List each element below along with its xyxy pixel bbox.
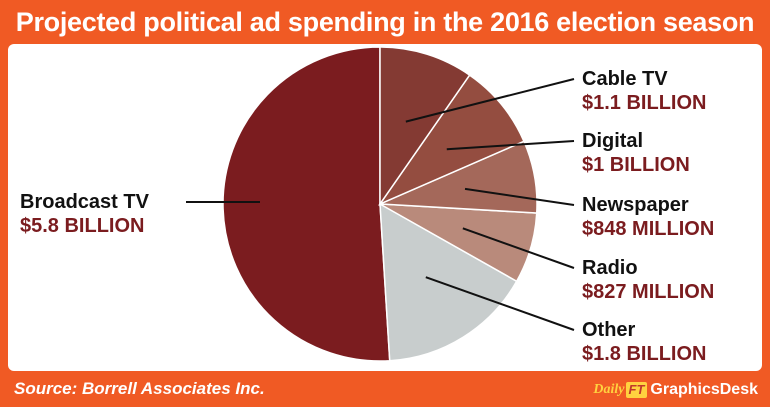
leader-line-cable-tv [405,78,575,123]
leader-line-newspaper [464,187,575,206]
brand-logo: Daily FT GraphicsDesk [593,378,758,402]
leader-line-digital [446,140,575,151]
pie-slice-other [379,202,518,362]
slice-value-other: $1.8 BILLION [582,343,706,365]
slice-label-cable-tv: Cable TV [582,68,668,90]
leader-line-other [425,276,575,331]
slice-label-radio: Radio [582,257,638,279]
pie-slice-cable-tv [379,46,471,207]
brand-daily: Daily [593,382,625,397]
pie-slice-digital [377,74,525,206]
brand-ft: FT [625,382,648,398]
slice-label-other: Other [582,319,636,341]
slice-label-newspaper: Newspaper [582,194,689,216]
leader-line-radio [462,227,575,269]
slice-value-radio: $827 MILLION [582,281,714,303]
pie-slice-broadcast-tv [222,46,391,362]
slice-label-digital: Digital [582,130,643,152]
source-note: Source: Borrell Associates Inc. [14,379,265,398]
brand-graphicsdesk: GraphicsDesk [650,381,758,398]
slice-value-newspaper: $848 MILLION [582,218,714,240]
slice-value-cable-tv: $1.1 BILLION [582,92,706,114]
chart-title: Projected political ad spending in the 2… [15,7,755,37]
slice-value-digital: $1 BILLION [582,154,690,176]
pie-chart: Broadcast TV$5.8 BILLION Other$1.8 BILLIO… [20,46,714,365]
slice-value-broadcast-tv: $5.8 BILLION [20,215,144,237]
slice-label-broadcast-tv: Broadcast TV [20,191,150,213]
chart-panel: Broadcast TV $5.8 BILLION Other $1.8 BILLIO… [8,44,762,371]
